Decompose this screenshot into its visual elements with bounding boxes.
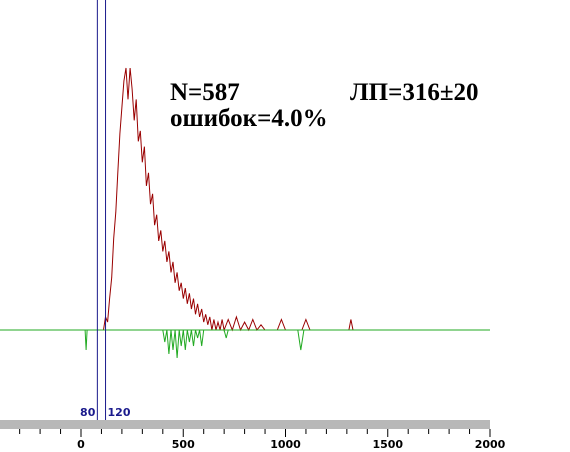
x-tick-label: 1500: [372, 438, 403, 451]
sample-count-label: N=587: [170, 79, 240, 106]
x-tick-label: 2000: [475, 438, 506, 451]
x-axis-ticks: 0 500 1000 1500 2000: [19, 429, 506, 451]
markers: 80 120: [80, 0, 131, 420]
marker-label-80: 80: [80, 406, 96, 419]
down-series-line: [81, 329, 490, 359]
x-tick-label: 500: [172, 438, 195, 451]
down-histogram-series: [81, 329, 490, 359]
marker-label-120: 120: [108, 406, 131, 419]
error-rate-label: ошибок=4.0%: [170, 105, 328, 132]
x-tick-label: 0: [77, 438, 85, 451]
x-axis-bar: [0, 420, 490, 429]
up-histogram-series: [101, 67, 490, 332]
up-series-line: [101, 67, 490, 332]
lp-label: ЛП=316±20: [350, 79, 479, 106]
x-tick-label: 1000: [270, 438, 301, 451]
